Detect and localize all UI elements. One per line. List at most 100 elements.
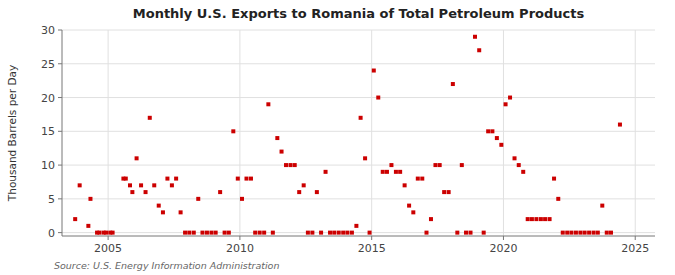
title: Monthly U.S. Exports to Romania of Total… bbox=[133, 6, 585, 21]
grid-line bbox=[62, 30, 655, 31]
point bbox=[128, 183, 132, 187]
point bbox=[460, 163, 464, 167]
point bbox=[609, 231, 613, 235]
point bbox=[411, 210, 415, 214]
point bbox=[209, 231, 213, 235]
x-tick-label: 2020 bbox=[489, 242, 517, 255]
point bbox=[447, 190, 451, 194]
chart: Monthly U.S. Exports to Romania of Total… bbox=[0, 0, 675, 275]
point bbox=[258, 231, 262, 235]
point bbox=[526, 217, 530, 221]
x-tick-label: 2005 bbox=[94, 242, 122, 255]
point bbox=[157, 204, 161, 208]
point bbox=[249, 177, 253, 181]
point bbox=[152, 183, 156, 187]
x-tick bbox=[371, 236, 372, 240]
point bbox=[135, 156, 139, 160]
point bbox=[78, 183, 82, 187]
point bbox=[552, 177, 556, 181]
point bbox=[420, 177, 424, 181]
y-tick bbox=[58, 165, 62, 166]
x-tick bbox=[503, 236, 504, 240]
y-tick-label: 20 bbox=[41, 92, 55, 105]
point bbox=[165, 177, 169, 181]
point bbox=[530, 217, 534, 221]
point bbox=[139, 183, 143, 187]
point bbox=[293, 163, 297, 167]
point bbox=[442, 190, 446, 194]
point bbox=[88, 197, 92, 201]
point bbox=[324, 170, 328, 174]
y-tick-label: 0 bbox=[48, 227, 55, 240]
point bbox=[451, 82, 455, 86]
point bbox=[240, 197, 244, 201]
y-tick-label: 30 bbox=[41, 24, 55, 37]
points bbox=[73, 35, 622, 235]
point bbox=[223, 231, 227, 235]
point bbox=[174, 177, 178, 181]
point bbox=[389, 163, 393, 167]
point bbox=[271, 231, 275, 235]
y-tick bbox=[58, 131, 62, 132]
point bbox=[359, 116, 363, 120]
point bbox=[495, 136, 499, 140]
point bbox=[499, 143, 503, 147]
point bbox=[539, 217, 543, 221]
point bbox=[490, 129, 494, 133]
grid-line bbox=[635, 30, 636, 236]
point bbox=[124, 177, 128, 181]
y-tick-label: 10 bbox=[41, 159, 55, 172]
point bbox=[517, 163, 521, 167]
x-tick-label: 2010 bbox=[226, 242, 254, 255]
point bbox=[433, 163, 437, 167]
y-tick-label: 5 bbox=[48, 193, 55, 206]
point bbox=[297, 190, 301, 194]
point bbox=[486, 129, 490, 133]
point bbox=[111, 231, 115, 235]
point bbox=[385, 170, 389, 174]
point bbox=[183, 231, 187, 235]
point bbox=[332, 231, 336, 235]
point bbox=[97, 231, 101, 235]
y-axis bbox=[62, 30, 63, 236]
point bbox=[394, 170, 398, 174]
point bbox=[372, 69, 376, 73]
point bbox=[464, 231, 468, 235]
point bbox=[407, 204, 411, 208]
point bbox=[310, 231, 314, 235]
point bbox=[205, 231, 209, 235]
point bbox=[214, 231, 218, 235]
point bbox=[262, 231, 266, 235]
point bbox=[253, 231, 257, 235]
point bbox=[521, 170, 525, 174]
point bbox=[565, 231, 569, 235]
point bbox=[381, 170, 385, 174]
x-tick-label: 2025 bbox=[621, 242, 649, 255]
grid-line bbox=[62, 97, 655, 98]
point bbox=[618, 123, 622, 127]
x-axis bbox=[62, 236, 655, 237]
point bbox=[403, 183, 407, 187]
point bbox=[482, 231, 486, 235]
y-tick bbox=[58, 30, 62, 31]
point bbox=[306, 231, 310, 235]
point bbox=[104, 231, 108, 235]
point bbox=[368, 231, 372, 235]
point bbox=[508, 96, 512, 100]
point bbox=[592, 231, 596, 235]
y-tick bbox=[58, 97, 62, 98]
point bbox=[289, 163, 293, 167]
y-tick bbox=[58, 63, 62, 64]
point bbox=[504, 102, 508, 106]
point bbox=[398, 170, 402, 174]
point bbox=[196, 197, 200, 201]
y-tick-label: 25 bbox=[41, 58, 55, 71]
point bbox=[429, 217, 433, 221]
x-tick bbox=[635, 236, 636, 240]
point bbox=[144, 190, 148, 194]
grid-line bbox=[108, 30, 109, 236]
grid-line bbox=[239, 30, 240, 236]
grid-line bbox=[62, 165, 655, 166]
point bbox=[161, 210, 165, 214]
point bbox=[596, 231, 600, 235]
